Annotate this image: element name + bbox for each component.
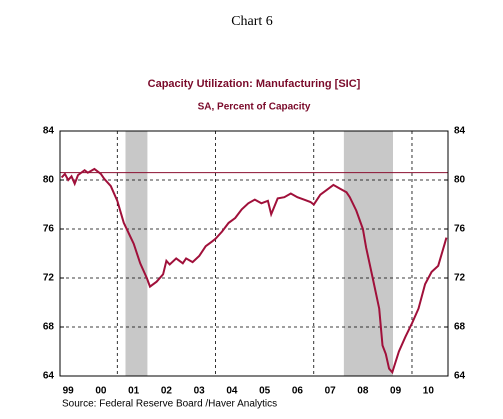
x-tick-label: 08 <box>357 386 369 397</box>
y2-tick-label: 68 <box>454 322 466 333</box>
source-note: Source: Federal Reserve Board /Haver Ana… <box>62 399 277 410</box>
y2-tick-label: 80 <box>454 175 466 186</box>
plot-frame <box>59 130 449 377</box>
y-tick-label: 72 <box>43 273 55 284</box>
y2-tick-label: 64 <box>454 371 466 382</box>
x-tick-label: 05 <box>259 386 271 397</box>
x-tick-label: 06 <box>292 386 304 397</box>
chart-title: Capacity Utilization: Manufacturing [SIC… <box>148 78 361 90</box>
y2-tick-label: 72 <box>454 273 466 284</box>
chart-subtitle: SA, Percent of Capacity <box>198 102 311 113</box>
y2-tick-label: 84 <box>454 126 466 137</box>
y-tick-label: 84 <box>43 126 55 137</box>
x-tick-label: 01 <box>128 386 140 397</box>
x-tick-label: 10 <box>423 386 435 397</box>
y-tick-label: 64 <box>43 371 55 382</box>
x-tick-label: 99 <box>63 386 75 397</box>
x-tick-label: 03 <box>194 386 206 397</box>
x-tick-label: 07 <box>325 386 337 397</box>
y-tick-label: 80 <box>43 175 55 186</box>
y2-tick-label: 76 <box>454 224 466 235</box>
x-tick-label: 02 <box>161 386 173 397</box>
x-tick-label: 00 <box>95 386 107 397</box>
x-tick-label: 09 <box>390 386 402 397</box>
chart-header: Chart 6 <box>231 14 273 29</box>
x-tick-label: 04 <box>226 386 238 397</box>
y-tick-label: 68 <box>43 322 55 333</box>
y-tick-label: 76 <box>43 224 55 235</box>
data-line <box>60 167 448 375</box>
